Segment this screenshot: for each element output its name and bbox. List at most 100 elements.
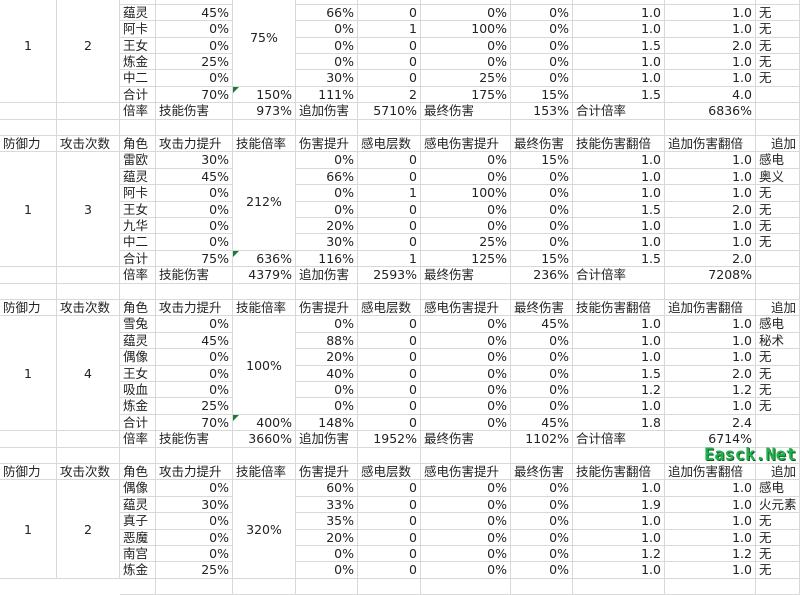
shock-stacks[interactable]: 0 <box>358 70 421 87</box>
attack-boost[interactable]: 0% <box>156 529 233 546</box>
empty-cell[interactable] <box>156 283 233 300</box>
column-header[interactable]: 攻击次数 <box>57 300 120 317</box>
shock-damage-boost[interactable]: 0% <box>421 332 511 350</box>
extra-damage-multiplier[interactable]: 1.0 <box>665 234 756 251</box>
shock-stacks[interactable]: 0 <box>358 562 421 579</box>
column-header[interactable]: 攻击次数 <box>57 136 120 153</box>
shock-damage-boost[interactable]: 0% <box>421 513 511 530</box>
empty-cell[interactable] <box>358 283 421 300</box>
shock-stacks[interactable]: 0 <box>358 316 421 333</box>
final-damage[interactable]: 0% <box>511 70 573 87</box>
skill-damage-multiplier[interactable]: 1.0 <box>573 398 665 415</box>
attack-boost[interactable]: 0% <box>156 70 233 87</box>
final-damage[interactable]: 0% <box>511 234 573 251</box>
empty-cell[interactable] <box>156 447 233 464</box>
final-damage[interactable]: 0% <box>511 201 573 218</box>
final-damage-value[interactable]: 1102% <box>511 431 573 448</box>
defense-value[interactable]: 1 <box>0 0 57 104</box>
empty-cell[interactable] <box>57 431 120 448</box>
extra-damage-multiplier[interactable]: 1.2 <box>665 546 756 563</box>
empty-cell[interactable] <box>511 0 573 5</box>
attack-boost[interactable]: 0% <box>156 37 233 54</box>
shock-stacks[interactable]: 0 <box>358 398 421 415</box>
total-shock-stacks[interactable]: 2 <box>358 86 421 104</box>
skill-damage-label[interactable]: 技能伤害 <box>156 431 233 448</box>
extra-damage-multiplier[interactable]: 1.0 <box>665 54 756 71</box>
extra-damage-label[interactable]: 追加伤害 <box>296 103 358 120</box>
skill-damage-multiplier[interactable]: 1.5 <box>573 37 665 54</box>
damage-boost[interactable]: 0% <box>296 398 358 415</box>
empty-cell[interactable] <box>573 283 665 300</box>
final-damage[interactable]: 0% <box>511 37 573 54</box>
attack-count-value[interactable]: 2 <box>57 0 120 104</box>
rate-label[interactable]: 倍率 <box>120 103 156 120</box>
shock-damage-boost[interactable]: 0% <box>421 201 511 218</box>
skill-damage-multiplier[interactable]: 1.0 <box>573 168 665 186</box>
final-damage[interactable]: 0% <box>511 349 573 366</box>
empty-cell[interactable] <box>573 119 665 136</box>
total-rate-label[interactable]: 合计倍率 <box>573 103 665 120</box>
final-damage[interactable]: 0% <box>511 480 573 497</box>
defense-value[interactable]: 1 <box>0 480 57 579</box>
total-final-damage[interactable]: 15% <box>511 250 573 268</box>
empty-cell[interactable] <box>296 119 358 136</box>
defense-value[interactable]: 1 <box>0 152 57 268</box>
column-header[interactable]: 追加伤害翻倍 <box>665 300 756 317</box>
shock-damage-boost[interactable]: 0% <box>421 316 511 333</box>
empty-cell[interactable] <box>120 0 156 5</box>
shock-damage-boost[interactable]: 0% <box>421 152 511 169</box>
empty-cell[interactable] <box>756 578 800 595</box>
empty-cell[interactable] <box>120 447 156 464</box>
column-header[interactable]: 技能伤害翻倍 <box>573 300 665 317</box>
character-name[interactable]: 王女 <box>120 365 156 382</box>
empty-cell[interactable] <box>665 578 756 595</box>
skill-damage-multiplier[interactable]: 1.0 <box>573 152 665 169</box>
empty-cell[interactable] <box>573 578 665 595</box>
damage-boost[interactable]: 66% <box>296 4 358 22</box>
shock-damage-boost[interactable]: 0% <box>421 37 511 54</box>
shock-stacks[interactable]: 0 <box>358 365 421 382</box>
extra-damage-type[interactable]: 无 <box>756 70 800 87</box>
character-name[interactable]: 炼金 <box>120 398 156 415</box>
extra-damage-multiplier[interactable]: 1.2 <box>665 382 756 399</box>
attack-boost[interactable]: 0% <box>156 185 233 202</box>
extra-damage-type[interactable]: 无 <box>756 349 800 366</box>
attack-boost[interactable]: 0% <box>156 513 233 530</box>
character-name[interactable]: 阿卡 <box>120 21 156 38</box>
attack-boost[interactable]: 0% <box>156 218 233 235</box>
total-shock-stacks[interactable]: 1 <box>358 250 421 268</box>
skill-damage-multiplier[interactable]: 1.0 <box>573 316 665 333</box>
skill-damage-multiplier[interactable]: 1.0 <box>573 21 665 38</box>
character-name[interactable]: 南宫 <box>120 546 156 563</box>
final-damage[interactable]: 0% <box>511 562 573 579</box>
column-header[interactable]: 感电伤害提升 <box>421 464 511 481</box>
attack-boost[interactable]: 0% <box>156 234 233 251</box>
total-rate-label[interactable]: 合计倍率 <box>573 267 665 284</box>
character-name[interactable]: 恶魔 <box>120 529 156 546</box>
character-name[interactable]: 蕴灵 <box>120 332 156 350</box>
empty-cell[interactable] <box>756 414 800 432</box>
extra-damage-type[interactable]: 无 <box>756 365 800 382</box>
column-header[interactable]: 技能伤害翻倍 <box>573 464 665 481</box>
empty-cell[interactable] <box>358 0 421 5</box>
extra-damage-type[interactable]: 无 <box>756 21 800 38</box>
extra-damage-type[interactable]: 秘术 <box>756 332 800 350</box>
extra-damage-type[interactable]: 无 <box>756 54 800 71</box>
empty-cell[interactable] <box>756 250 800 268</box>
extra-damage-type[interactable]: 火元素 <box>756 496 800 514</box>
damage-boost[interactable]: 0% <box>296 185 358 202</box>
empty-cell[interactable] <box>296 0 358 5</box>
damage-boost[interactable]: 20% <box>296 349 358 366</box>
damage-boost[interactable]: 40% <box>296 365 358 382</box>
attack-count-value[interactable]: 4 <box>57 316 120 432</box>
damage-boost[interactable]: 35% <box>296 513 358 530</box>
total-shock-boost[interactable]: 0% <box>421 414 511 432</box>
damage-boost[interactable]: 88% <box>296 332 358 350</box>
shock-stacks[interactable]: 0 <box>358 234 421 251</box>
column-header[interactable]: 追加 <box>756 136 800 153</box>
column-header[interactable]: 最终伤害 <box>511 464 573 481</box>
column-header[interactable]: 感电层数 <box>358 300 421 317</box>
shock-damage-boost[interactable]: 100% <box>421 21 511 38</box>
empty-cell[interactable] <box>573 0 665 5</box>
character-name[interactable]: 雷欧 <box>120 152 156 169</box>
